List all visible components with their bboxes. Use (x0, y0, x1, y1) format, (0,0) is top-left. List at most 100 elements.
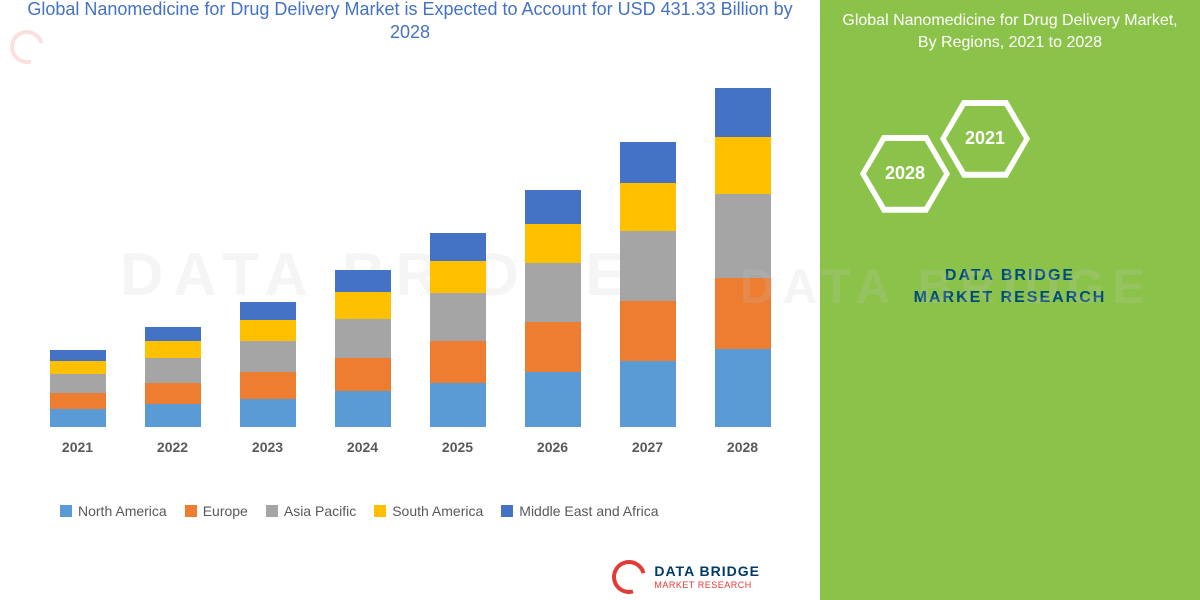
bar-column: 2023 (228, 302, 308, 455)
logo-sub: MARKET RESEARCH (654, 580, 760, 590)
hexagon-label-b: 2021 (965, 128, 1005, 149)
legend-swatch (374, 505, 386, 517)
bar-stack (335, 270, 391, 426)
bar-segment (430, 233, 486, 260)
bar-segment (145, 404, 201, 427)
bar-segment (620, 361, 676, 426)
brand-line1: DATA BRIDGE (840, 265, 1180, 287)
bar-segment (715, 278, 771, 349)
right-panel: DATA BRIDGE Global Nanomedicine for Drug… (820, 0, 1200, 600)
bar-column: 2026 (513, 190, 593, 455)
bar-x-label: 2022 (157, 439, 188, 455)
bar-x-label: 2026 (537, 439, 568, 455)
bar-segment (430, 293, 486, 341)
bar-x-label: 2025 (442, 439, 473, 455)
legend-label: Middle East and Africa (519, 503, 658, 519)
root-container: DATA BRIDGE Global Nanomedicine for Drug… (0, 0, 1200, 600)
legend-swatch (185, 505, 197, 517)
bar-segment (525, 372, 581, 427)
bar-segment (50, 409, 106, 427)
chart-area: 2021 2022 2023 2024 2025 2026 2027 2028 (30, 75, 790, 495)
bar-column: 2021 (38, 350, 118, 455)
bar-segment (50, 350, 106, 361)
bar-segment (715, 349, 771, 427)
logo-mark-icon (606, 554, 652, 600)
bar-segment (525, 190, 581, 224)
hexagon-wrap: 2028 2021 (840, 95, 1180, 235)
bar-segment (525, 322, 581, 372)
bar-segment (620, 301, 676, 361)
bar-segment (240, 302, 296, 320)
brand-line2: MARKET RESEARCH (840, 287, 1180, 309)
bar-segment (620, 142, 676, 183)
bar-column: 2025 (418, 233, 498, 455)
legend-item: Europe (185, 503, 248, 519)
bar-stack (50, 350, 106, 427)
bar-segment (335, 292, 391, 319)
bar-segment (50, 374, 106, 393)
legend-swatch (266, 505, 278, 517)
bar-segment (335, 319, 391, 358)
bar-segment (430, 341, 486, 383)
bar-segment (145, 341, 201, 358)
bar-segment (50, 361, 106, 374)
bar-segment (335, 391, 391, 426)
bar-stack (620, 142, 676, 427)
legend-item: North America (60, 503, 167, 519)
bar-column: 2022 (133, 327, 213, 455)
bar-segment (430, 383, 486, 427)
logo-bottom: DATA BRIDGE MARKET RESEARCH (612, 560, 760, 594)
hexagon-2021: 2021 (940, 100, 1030, 178)
bar-x-label: 2024 (347, 439, 378, 455)
chart-title: Global Nanomedicine for Drug Delivery Ma… (20, 0, 800, 45)
bar-segment (335, 358, 391, 392)
bar-column: 2027 (608, 142, 688, 455)
legend-swatch (60, 505, 72, 517)
bar-segment (145, 358, 201, 383)
bar-segment (240, 320, 296, 341)
legend-label: Europe (203, 503, 248, 519)
bar-segment (715, 137, 771, 194)
bar-stack (525, 190, 581, 427)
bar-segment (240, 341, 296, 372)
bar-column: 2028 (703, 88, 783, 454)
bar-segment (335, 270, 391, 292)
bar-segment (50, 393, 106, 409)
bar-segment (240, 372, 296, 399)
bar-x-label: 2023 (252, 439, 283, 455)
logo-mark-icon (4, 24, 50, 70)
hexagon-label-a: 2028 (885, 163, 925, 184)
right-panel-title: Global Nanomedicine for Drug Delivery Ma… (840, 10, 1180, 55)
legend-item: Asia Pacific (266, 503, 356, 519)
legend-item: South America (374, 503, 483, 519)
bar-segment (715, 194, 771, 279)
bar-segment (145, 383, 201, 404)
legend-label: South America (392, 503, 483, 519)
bar-segment (715, 88, 771, 137)
legend: North America Europe Asia Pacific South Ame… (20, 503, 800, 519)
logo-text-wrap: DATA BRIDGE MARKET RESEARCH (654, 564, 760, 589)
legend-item: Middle East and Africa (501, 503, 658, 519)
bar-stack (240, 302, 296, 427)
bar-segment (430, 261, 486, 294)
bar-x-label: 2021 (62, 439, 93, 455)
bar-segment (145, 327, 201, 341)
legend-label: Asia Pacific (284, 503, 356, 519)
bar-x-label: 2028 (727, 439, 758, 455)
bar-stack (430, 233, 486, 427)
bar-segment (620, 183, 676, 231)
bars-wrap: 2021 2022 2023 2024 2025 2026 2027 2028 (30, 75, 790, 455)
bar-stack (715, 88, 771, 426)
bar-segment (240, 399, 296, 427)
brand-text: DATA BRIDGE MARKET RESEARCH (840, 265, 1180, 310)
bar-x-label: 2027 (632, 439, 663, 455)
bar-column: 2024 (323, 270, 403, 454)
bar-segment (620, 231, 676, 302)
chart-panel: DATA BRIDGE Global Nanomedicine for Drug… (0, 0, 820, 600)
bar-stack (145, 327, 201, 427)
legend-label: North America (78, 503, 167, 519)
bar-segment (525, 263, 581, 321)
logo-name: DATA BRIDGE (654, 564, 760, 579)
logo-watermark-left (10, 30, 44, 64)
hexagon-2028: 2028 (860, 135, 950, 213)
